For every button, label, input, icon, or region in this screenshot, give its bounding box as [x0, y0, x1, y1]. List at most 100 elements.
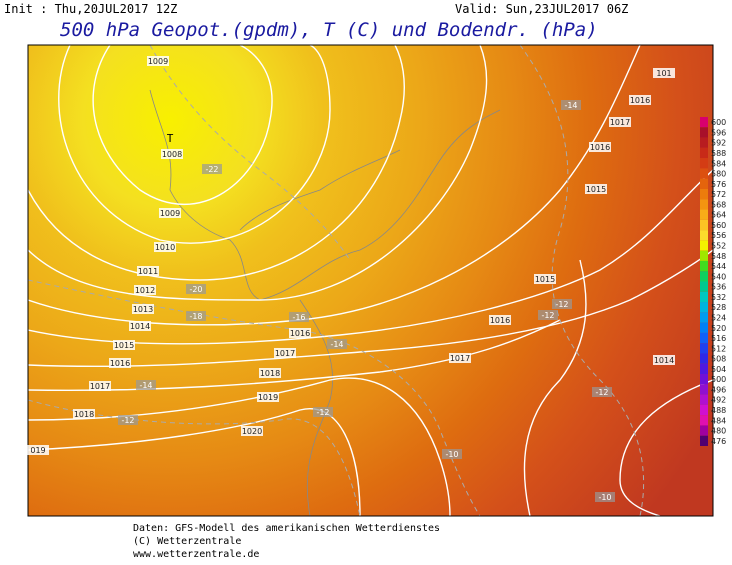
legend-label: 568 — [711, 200, 726, 209]
map-frame — [27, 44, 714, 517]
temperature-label: -14 — [564, 101, 577, 110]
legend-swatch — [700, 363, 708, 375]
footer-url: www.wetterzentrale.de — [133, 549, 259, 560]
map-title: 500 hPa Geopot.(gpdm), T (C) und Bodendr… — [60, 19, 598, 41]
temperature-label: -12 — [316, 408, 329, 417]
isobar-label: 019 — [30, 446, 45, 455]
temperature-label: -10 — [445, 450, 458, 459]
isobar-label: 1013 — [133, 305, 153, 314]
isobar-label-bg — [113, 340, 135, 350]
isobar-label: 1009 — [160, 209, 180, 218]
isobar-label: 1016 — [490, 316, 510, 325]
isobar-label-bg — [134, 285, 156, 295]
legend-label: 524 — [711, 313, 726, 322]
legend-swatch — [700, 281, 708, 292]
isobar-label: 1008 — [162, 150, 182, 159]
isobar-label: 1017 — [450, 354, 470, 363]
legend-swatch — [700, 404, 708, 416]
legend-swatch — [700, 230, 708, 241]
isobar-label: 1018 — [260, 369, 280, 378]
isobar-label-bg — [132, 304, 154, 314]
legend-label: 580 — [711, 170, 726, 179]
legend-label: 520 — [711, 324, 726, 333]
temperature-label: -12 — [541, 311, 554, 320]
isobar-label-bg — [259, 368, 281, 378]
legend-label: 576 — [711, 180, 726, 189]
isobar-label: 1015 — [535, 275, 555, 284]
legend-swatch — [700, 394, 708, 405]
isobar-label-bg — [137, 266, 159, 276]
legend-label: 508 — [711, 355, 726, 364]
legend-label: 588 — [711, 149, 726, 158]
temperature-label: -18 — [189, 312, 202, 321]
map-labels: 1009 1008 1009 1010 1011 1012 1013 1014 1015 1016… — [27, 56, 675, 502]
legend-swatch — [700, 219, 708, 231]
temperature-label: -20 — [189, 285, 202, 294]
isobar-label: 1017 — [90, 382, 110, 391]
temperature-label: -12 — [555, 300, 568, 309]
legend-swatch — [700, 168, 708, 179]
legend-swatch — [700, 240, 708, 251]
temperature-label-bg — [592, 387, 612, 397]
legend-label: 556 — [711, 231, 726, 240]
legend-swatch — [700, 291, 708, 303]
isobar-label-bg — [653, 355, 675, 365]
legend-swatch — [700, 374, 708, 385]
isobar-label-bg — [274, 348, 296, 358]
temperature-label-bg — [561, 100, 581, 110]
legend-label: 600 — [711, 118, 726, 127]
isobar-label-bg — [489, 315, 511, 325]
init-time: Init : Thu,20JUL2017 12Z — [4, 2, 177, 16]
legend-label: 496 — [711, 385, 726, 394]
legend-swatch — [700, 343, 708, 354]
footer-copyright: (C) Wetterzentrale — [133, 536, 241, 547]
isobar-label: 1016 — [630, 96, 650, 105]
legend-label: 552 — [711, 242, 726, 251]
temperature-label-bg — [538, 310, 558, 320]
legend-label: 560 — [711, 221, 726, 230]
isobar-label: 1019 — [258, 393, 278, 402]
isobar-label-bg — [449, 353, 471, 363]
legend-swatch — [700, 312, 708, 323]
temperature-label-bg — [313, 407, 333, 417]
color-legend: 6005965925885845805765725685645605565525… — [700, 117, 726, 446]
isobar-label-bg — [159, 208, 181, 218]
temperature-label-bg — [202, 164, 222, 174]
legend-label: 540 — [711, 272, 726, 281]
isobar-label: 1014 — [654, 356, 674, 365]
legend-label: 512 — [711, 344, 726, 353]
legend-label: 476 — [711, 437, 726, 446]
legend-swatch — [700, 178, 708, 189]
temperature-label-bg — [552, 299, 572, 309]
temperature-label-bg — [289, 312, 309, 322]
temperature-label: -10 — [598, 493, 611, 502]
legend-swatch — [700, 127, 708, 138]
map-area — [28, 45, 713, 516]
legend-label: 572 — [711, 190, 726, 199]
legend-label: 480 — [711, 427, 726, 436]
isobar-label-bg — [73, 409, 95, 419]
isobar-label: 1016 — [290, 329, 310, 338]
temperature-label-bg — [118, 415, 138, 425]
isobars — [28, 45, 713, 516]
legend-swatch — [700, 260, 708, 272]
legend-label: 504 — [711, 365, 726, 374]
isobar-label-bg — [27, 445, 49, 455]
temperature-label: -14 — [139, 381, 152, 390]
temperature-label-bg — [136, 380, 156, 390]
legend-swatch — [700, 435, 708, 446]
isobar-label: 1020 — [242, 427, 262, 436]
isobar-label-bg — [589, 142, 611, 152]
isobar-label-bg — [289, 328, 311, 338]
legend-swatch — [700, 271, 708, 282]
isobar-label: 1016 — [110, 359, 130, 368]
isobar-label-bg — [629, 95, 651, 105]
isobar-label: 1017 — [610, 118, 630, 127]
legend-label: 536 — [711, 283, 726, 292]
isobar-label-bg — [89, 381, 111, 391]
isobar-label-bg — [585, 184, 607, 194]
legend-swatch — [700, 384, 708, 395]
isobar-label-bg — [257, 392, 279, 402]
isobar-label-bg — [154, 242, 176, 252]
